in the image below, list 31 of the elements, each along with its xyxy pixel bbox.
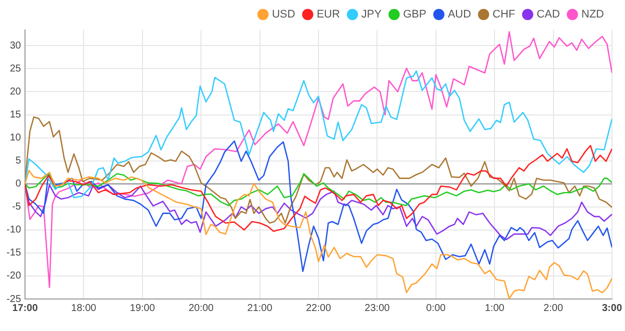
x-tick-label: 0:00 <box>426 302 446 314</box>
x-tick-label: 1:00 <box>484 302 505 314</box>
y-tick-label: -15 <box>6 248 22 259</box>
x-tick-label: 23:00 <box>364 302 390 314</box>
x-tick-label: 2:00 <box>544 302 564 314</box>
y-tick-label: 20 <box>10 86 22 98</box>
legend-label: NZD <box>581 8 604 21</box>
x-tick-label: 21:00 <box>247 302 273 314</box>
y-tick-label: 30 <box>10 40 22 52</box>
legend-label: GBP <box>403 8 426 21</box>
y-tick-label: -20 <box>6 270 22 282</box>
y-tick-label: 10 <box>10 132 22 144</box>
y-tick-label: -5 <box>12 202 22 213</box>
legend-label: CHF <box>492 8 516 21</box>
legend-label: AUD <box>448 8 472 21</box>
legend-label: EUR <box>316 8 340 21</box>
x-tick-label: 18:00 <box>71 302 97 314</box>
x-tick-label: 3:00 <box>602 302 622 314</box>
y-tick-label: 5 <box>15 156 22 167</box>
y-tick-label: 25 <box>10 63 22 74</box>
legend-label: CAD <box>536 8 560 21</box>
x-tick-label: 17:00 <box>12 302 38 314</box>
x-tick-label: 19:00 <box>130 302 156 314</box>
y-tick-label: 15 <box>10 110 22 121</box>
x-tick-label: 20:00 <box>188 302 214 314</box>
y-tick-label: 0 <box>15 178 22 190</box>
legend-label: USD <box>272 8 296 21</box>
y-tick-label: -10 <box>6 224 22 236</box>
legend-label: JPY <box>361 8 382 21</box>
y-tick-label: -25 <box>6 294 22 305</box>
x-tick-label: 22:00 <box>306 302 332 314</box>
